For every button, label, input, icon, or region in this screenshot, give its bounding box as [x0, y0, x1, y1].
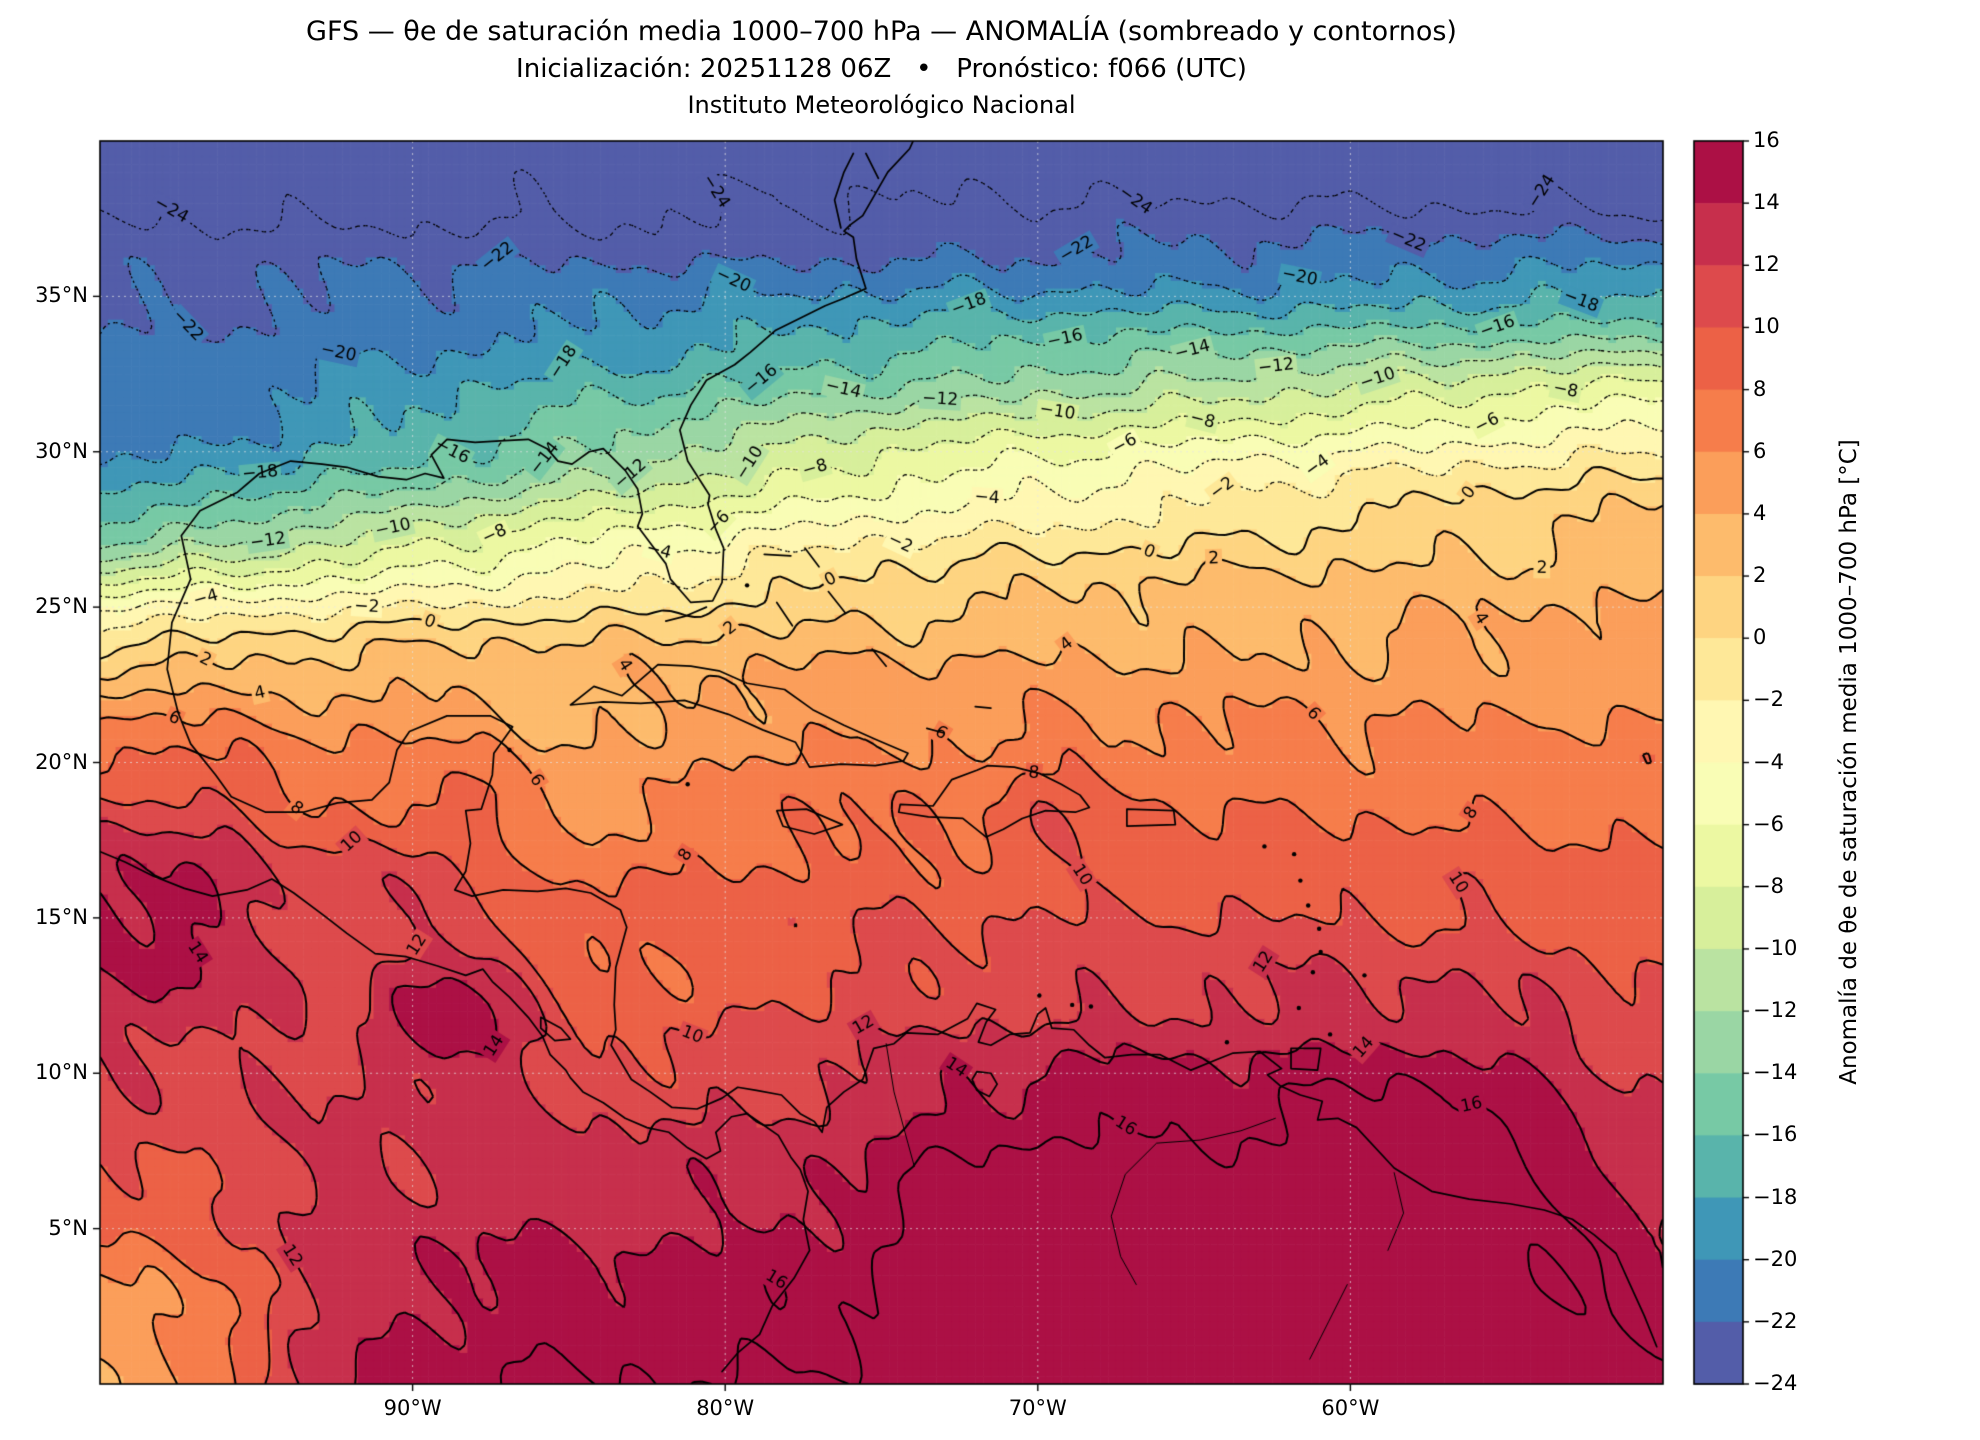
- y-axis-tick: 20°N: [35, 749, 88, 774]
- colorbar-tick: 6: [1753, 438, 1767, 463]
- map-canvas: [88, 129, 1675, 1396]
- y-axis-tick: 25°N: [35, 594, 88, 619]
- x-axis-tick: 80°W: [696, 1396, 755, 1420]
- y-axis-tick: 5°N: [48, 1215, 88, 1240]
- y-axis-tick: 35°N: [35, 283, 88, 308]
- colorbar-tick: −4: [1753, 749, 1784, 774]
- chart-institution: Instituto Meteorológico Nacional: [687, 91, 1076, 119]
- y-axis-tick: 15°N: [35, 904, 88, 929]
- colorbar-tick: −24: [1753, 1371, 1798, 1395]
- colorbar-tick: 16: [1753, 128, 1780, 152]
- y-axis-tick: 10°N: [35, 1060, 88, 1085]
- colorbar-tick: −6: [1753, 811, 1784, 836]
- colorbar-tick: −22: [1753, 1308, 1798, 1333]
- colorbar-tick: −12: [1753, 998, 1798, 1023]
- colorbar: [1682, 129, 1762, 1396]
- colorbar-tick: −14: [1753, 1060, 1798, 1085]
- x-axis-tick: 70°W: [1008, 1396, 1067, 1420]
- colorbar-tick: −18: [1753, 1184, 1798, 1209]
- colorbar-tick: 8: [1753, 376, 1767, 401]
- colorbar-tick: −8: [1753, 873, 1784, 898]
- colorbar-tick: 12: [1753, 252, 1780, 277]
- colorbar-tick: −10: [1753, 935, 1798, 960]
- colorbar-tick: −2: [1753, 687, 1784, 712]
- colorbar-tick: 0: [1753, 625, 1767, 650]
- colorbar-tick: −20: [1753, 1246, 1798, 1271]
- chart-subtitle: Inicialización: 20251128 06Z • Pronóstic…: [516, 54, 1247, 84]
- x-axis-tick: 90°W: [383, 1396, 442, 1420]
- colorbar-tick: 4: [1753, 500, 1767, 525]
- title-block: GFS — θe de saturación media 1000–700 hP…: [100, 16, 1663, 119]
- colorbar-label: Anomalía de θe de saturación media 1000–…: [1836, 439, 1862, 1085]
- y-axis-tick: 30°N: [35, 438, 88, 463]
- colorbar-tick: 14: [1753, 190, 1780, 215]
- x-axis-tick: 60°W: [1321, 1396, 1380, 1420]
- colorbar-tick: 2: [1753, 563, 1767, 588]
- chart-title: GFS — θe de saturación media 1000–700 hP…: [306, 16, 1457, 47]
- colorbar-tick: −16: [1753, 1122, 1798, 1147]
- colorbar-tick: 10: [1753, 314, 1780, 339]
